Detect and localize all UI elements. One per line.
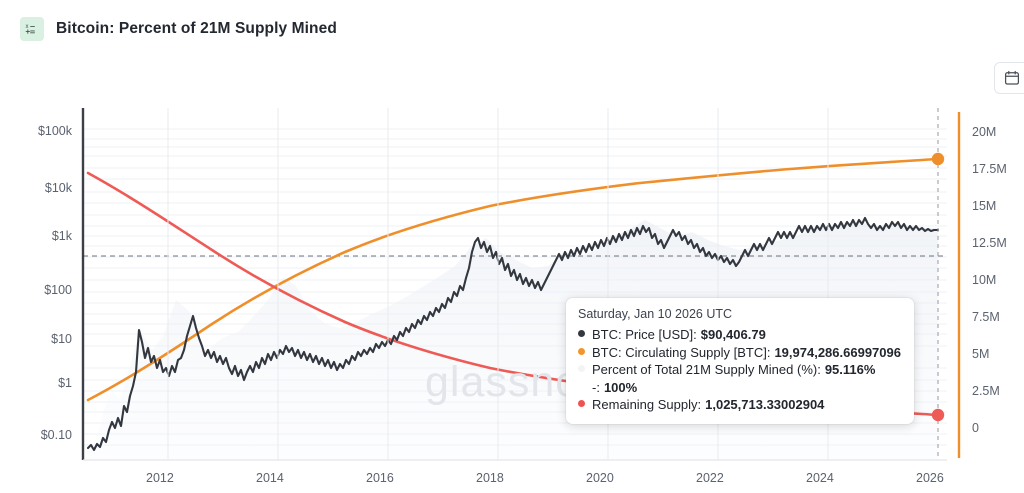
y-left-tick-1: $1 [58,376,72,390]
y-right-tick-10M: 10M [972,273,997,287]
tooltip-label: Remaining Supply: [592,397,702,412]
page-header: x Bitcoin: Percent of 21M Supply Mined [0,0,1024,58]
tooltip-row: Remaining Supply: 1,025,713.33002904 [578,396,902,414]
chart-canvas [81,108,961,461]
series-btc-price [86,216,940,452]
tooltip-row: -: 100% [592,379,902,397]
x-tick-2022: 2022 [696,471,724,485]
x-tick-2012: 2012 [146,471,174,485]
tooltip-series-dot [578,330,585,337]
y-right-tick-17.5M: 17.5M [972,162,1007,176]
tooltip-row: BTC: Circulating Supply [BTC]: 19,974,286… [578,344,902,362]
y-right-tick-5M: 5M [972,347,990,361]
tooltip-label: BTC: Price [USD]: [592,327,697,342]
y-left-tick-0.10: $0.10 [40,428,72,442]
y-left-tick-1k: $1k [51,229,72,243]
y-left-tick-100: $100 [44,283,72,297]
series-circulating-supply [86,157,940,402]
tooltip-label: Percent of Total 21M Supply Mined (%): [592,362,821,377]
tooltip-value: 95.116% [824,362,876,377]
x-tick-2026: 2026 [916,471,944,485]
chart-container[interactable]: $100k $10k $1k $100 $10 $1 $0.10 20M 17.… [0,100,1024,493]
y-right-tick-7.5M: 7.5M [972,310,1000,324]
y-left-tick-100k: $100k [37,124,72,138]
tooltip-row: Percent of Total 21M Supply Mined (%): 95… [578,361,902,379]
date-range-button[interactable] [994,62,1024,94]
calendar-icon [1004,70,1020,85]
tooltip-series-dot [578,347,585,355]
x-tick-2016: 2016 [366,471,394,485]
tooltip-row: BTC: Price [USD]: $90,406.79 [578,326,902,344]
supply-endpoint-marker [931,152,945,166]
x-tick-2014: 2014 [256,471,284,485]
y-right-tick-2.5M: 2.5M [972,384,1000,398]
x-tick-2020: 2020 [586,471,614,485]
x-tick-2024: 2024 [806,471,834,485]
formula-icon: x [20,17,44,41]
x-tick-2018: 2018 [476,471,504,485]
y-left-tick-10k: $10k [44,181,72,195]
y-right-tick-12.5M: 12.5M [972,236,1007,250]
tooltip-value: 100% [603,379,638,395]
remaining-endpoint-marker [931,408,945,422]
y-right-tick-15M: 15M [972,199,997,213]
tooltip-label: BTC: Circulating Supply [BTC]: [592,344,771,360]
tooltip-value: 19,974,286.66997096 [774,344,901,360]
tooltip-value: 1,025,713.33002904 [705,397,825,412]
tooltip-series-dot [578,400,585,407]
tooltip-date: Saturday, Jan 10 2026 UTC [578,307,733,321]
tooltip-label: -: [592,379,600,395]
tooltip-series-dot [578,365,585,372]
y-right-tick-20M: 20M [972,125,997,139]
chart-tooltip: Saturday, Jan 10 2026 UTC BTC: Price [US… [566,298,914,424]
y-left-tick-10: $10 [51,332,72,346]
tooltip-rows: BTC: Price [USD]: $90,406.79 BTC: Circulat… [578,326,902,414]
svg-text:x: x [25,23,28,30]
page-title: Bitcoin: Percent of 21M Supply Mined [56,20,337,37]
tooltip-value: $90,406.79 [700,327,766,342]
y-right-tick-0: 0 [972,421,979,435]
